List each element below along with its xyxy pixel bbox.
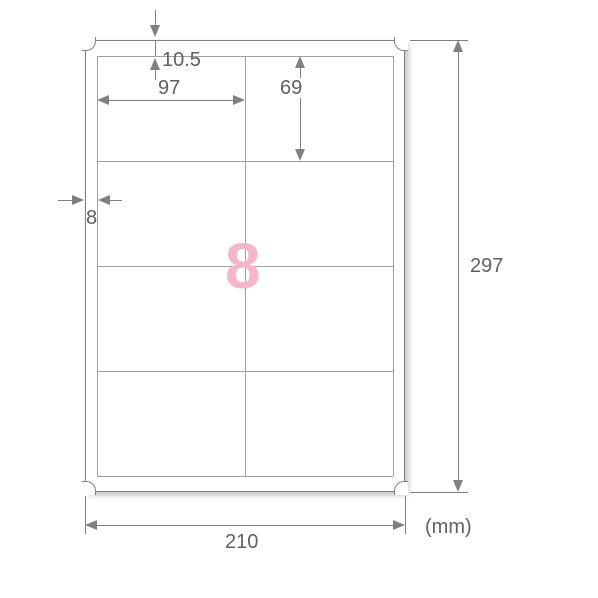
ext-297-b [410,492,468,493]
ext-210-r [405,496,406,534]
arrow-297-t [453,40,463,52]
grid-border-bot [97,476,393,477]
dim-sheet-width: 210 [225,532,258,552]
dim-sheet-height: 297 [470,256,503,276]
arrow-69-b [295,149,305,161]
grid-h1 [97,161,393,162]
notch-br [394,481,408,495]
dim-210-line [92,525,398,526]
arrow-297-b [453,480,463,492]
dim-label-width: 97 [158,78,180,98]
grid-border-right [393,56,394,476]
dim-297-line [458,47,459,485]
dim-top-margin: 10.5 [162,50,201,70]
unit-label: (mm) [425,516,472,539]
dim-label-height: 69 [278,78,304,98]
line-topmargin-dn [155,68,156,80]
dim-side-margin: 8 [86,208,97,228]
ext-topmargin-tick [155,40,156,56]
arrow-97-l [97,95,109,105]
grid-h3 [97,371,393,372]
label-count: 8 [225,234,261,298]
line-8-r [108,200,122,201]
dim-97-line [104,100,238,101]
line-8-l [58,200,74,201]
arrow-210-r [393,520,405,530]
arrow-210-l [85,520,97,530]
arrow-97-r [233,95,245,105]
arrow-69-t [295,56,305,68]
line-topmargin-up [155,10,156,28]
